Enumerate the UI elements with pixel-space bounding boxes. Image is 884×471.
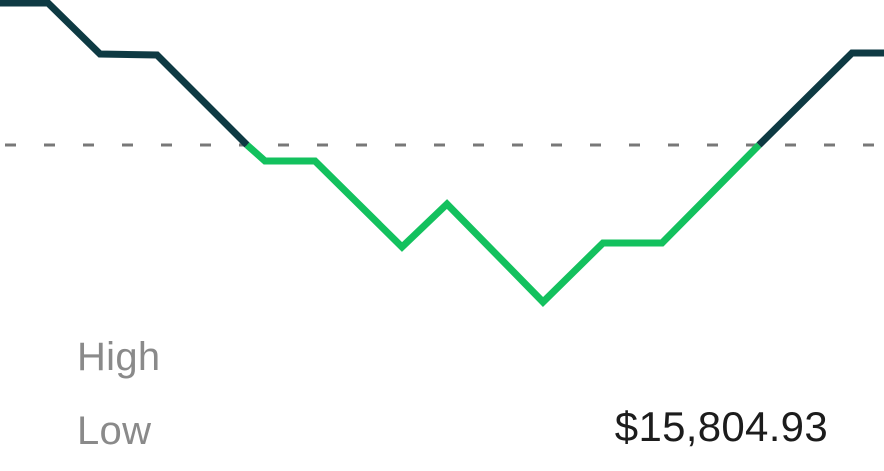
low-label: Low [77, 409, 152, 453]
low-value: $15,804.93 [614, 403, 828, 450]
high-label: High [77, 335, 161, 379]
trend-segment-above-reference-right [756, 49, 884, 148]
trend-segment-above-reference-left [0, 0, 250, 148]
trend-segment-below-reference [244, 142, 762, 307]
